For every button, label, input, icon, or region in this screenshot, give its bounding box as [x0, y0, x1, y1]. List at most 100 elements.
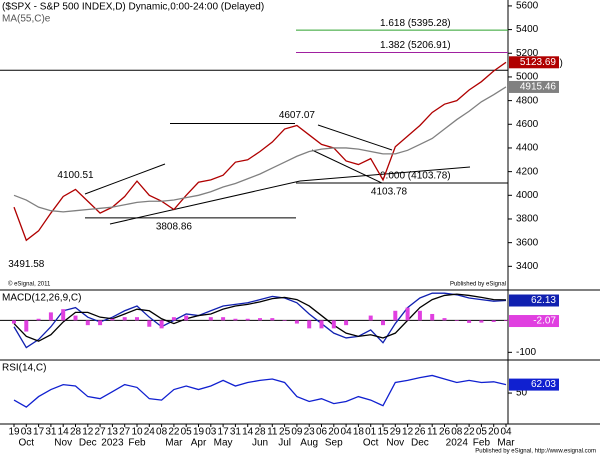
x-month-label: Nov: [54, 438, 72, 449]
x-tick-label: 11: [427, 427, 438, 438]
x-tick-label: 04: [500, 427, 512, 438]
histogram-bar: [159, 320, 164, 329]
histogram-bar: [73, 315, 78, 321]
x-tick-label: 19: [193, 427, 205, 438]
series-line: [13, 86, 507, 213]
trend-line: [109, 180, 301, 225]
x-tick-label: 14: [58, 427, 70, 438]
series-line: [13, 292, 507, 349]
x-tick-label: 28: [70, 427, 82, 438]
x-month-label: 2024: [446, 438, 469, 449]
chart-title: ($SPX - S&P 500 INDEX,D) Dynamic,0:00-24…: [2, 2, 264, 13]
last-value-box: [509, 80, 559, 93]
x-tick-label: 05: [181, 427, 193, 438]
x-month-label: Feb: [473, 438, 491, 449]
y-tick-label: 3800: [516, 214, 539, 225]
rsi-legend: RSI(14,C): [2, 363, 46, 374]
x-month-label: Oct: [363, 438, 379, 449]
x-tick-label: 17: [33, 427, 45, 438]
x-month-label: Sep: [325, 438, 343, 449]
x-tick-label: 03: [21, 427, 33, 438]
trend-line: [84, 163, 166, 195]
trend-line: [317, 124, 393, 151]
y-tick-label: 4400: [516, 143, 539, 154]
y-tick-label: 5600: [516, 1, 539, 12]
histogram-bar: [417, 310, 422, 321]
x-tick-label: 23: [304, 427, 316, 438]
y-tick-label: 3600: [516, 237, 539, 248]
x-month-label: Jun: [252, 438, 268, 449]
point-label: 4100.51: [57, 170, 94, 181]
series-line: [13, 374, 507, 408]
point-label: 3491.58: [8, 259, 45, 270]
histogram-bar: [479, 320, 484, 323]
copyright: © eSignal, 2011: [8, 281, 51, 288]
x-tick-label: 14: [242, 427, 254, 438]
ma-legend: MA(55,C)e: [2, 14, 51, 25]
x-tick-label: 15: [377, 427, 389, 438]
histogram-bar: [393, 310, 398, 321]
histogram-bar: [442, 318, 447, 321]
y-tick-label: -100: [516, 347, 536, 358]
histogram-bar: [331, 320, 336, 329]
x-tick-label: 26: [414, 427, 426, 438]
publisher: Published by eSignal: [450, 282, 506, 288]
x-tick-label: 13: [107, 427, 119, 438]
x-tick-label: 31: [230, 427, 242, 438]
y-tick-label: 3400: [516, 261, 539, 272]
histogram-bar: [147, 320, 152, 327]
y-tick-label: 50: [516, 388, 528, 399]
trend-line: [311, 149, 383, 184]
x-tick-label: 27: [95, 427, 107, 438]
x-tick-label: 26: [439, 427, 451, 438]
histogram-bar: [233, 318, 238, 321]
histogram-bar: [454, 320, 459, 322]
histogram-bar: [61, 309, 66, 321]
last-value-box: [509, 315, 559, 328]
x-tick-label: 04: [341, 427, 353, 438]
histogram-bar: [430, 313, 435, 321]
histogram-bar: [110, 318, 115, 321]
histogram-bar: [36, 318, 41, 321]
x-month-label: Apr: [191, 438, 207, 449]
histogram-bar: [208, 317, 213, 321]
histogram-bar: [135, 317, 139, 321]
histogram-bar: [491, 320, 496, 322]
x-tick-label: 29: [390, 427, 402, 438]
last-value-box: [509, 378, 559, 391]
histogram-bar: [245, 318, 250, 321]
footer: Published by eSignal, http://www.esignal…: [475, 449, 596, 455]
level-label: 1.382 (5206.91): [380, 40, 451, 51]
x-tick-label: 11: [267, 427, 278, 438]
x-month-label: Dec: [411, 438, 429, 449]
x-month-label: Mar: [165, 438, 183, 449]
x-tick-label: 22: [168, 427, 180, 438]
x-tick-label: 22: [464, 427, 476, 438]
histogram-bar: [24, 320, 29, 332]
macd-legend: MACD(12,26,9,C): [2, 293, 81, 304]
histogram-bar: [467, 320, 472, 323]
histogram-bar: [171, 317, 176, 321]
x-tick-label: 08: [156, 427, 168, 438]
x-tick-label: 20: [328, 427, 340, 438]
last-value-label: 5123.69: [520, 57, 557, 68]
histogram-bar: [221, 317, 226, 321]
histogram-bar: [344, 320, 349, 326]
x-month-label: Aug: [300, 438, 318, 449]
x-tick-label: 01: [365, 427, 377, 438]
y-tick-label: 4600: [516, 119, 539, 130]
x-month-label: May: [214, 438, 233, 449]
x-tick-label: 08: [451, 427, 463, 438]
x-tick-label: 10: [131, 427, 143, 438]
histogram-bar: [98, 320, 103, 326]
x-month-label: Jul: [278, 438, 291, 449]
histogram-bar: [184, 315, 189, 321]
histogram-bar: [368, 315, 373, 321]
x-tick-label: 25: [279, 427, 291, 438]
histogram-bar: [381, 320, 385, 326]
x-tick-label: 19: [8, 427, 20, 438]
x-tick-label: 28: [254, 427, 266, 438]
last-value-label: 4915.46: [520, 82, 557, 93]
